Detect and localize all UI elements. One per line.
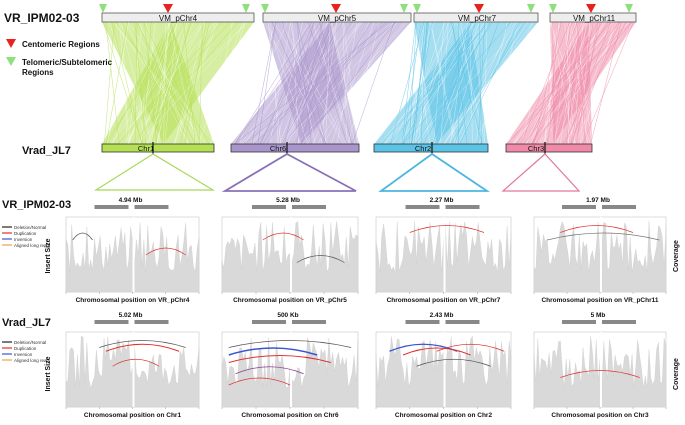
bottom-scale-label-2: 500 Kb xyxy=(277,312,298,319)
top-scale-label-3: 2.27 Mb xyxy=(430,197,454,204)
centromere-icon xyxy=(6,39,16,48)
bottom-xlabel-3: Chromosomal position on Chr2 xyxy=(395,412,493,419)
legend-telomeric-2: Regions xyxy=(22,68,54,77)
bottom-scale-label-1: 5.02 Mb xyxy=(119,312,143,319)
top-scale-label-4: 1.97 Mb xyxy=(586,197,610,204)
read-legend-top-0: Deletion/Normal xyxy=(14,225,46,230)
top-chr-bar-3 xyxy=(413,12,539,23)
bottom-xlabel-1: Chromosomal position on Chr1 xyxy=(84,412,182,419)
top-xlabel-1: Chromosomal position on VR_pChr4 xyxy=(76,297,190,304)
top-panel-4: 1.97 Mb Chromosomal position on VR_pChr11 xyxy=(533,197,667,304)
bottom-panel-4: 5 Mb Chromosomal position on Chr3 xyxy=(533,312,667,419)
section-label-bottom: Vrad_JL7 xyxy=(2,317,51,329)
bottom-chr-label-2: Chr6 xyxy=(270,144,286,153)
coverage-title-bottom: Coverage xyxy=(673,358,680,390)
centromere-marker-icon xyxy=(163,4,173,13)
read-legend-bottom-3: Aligned long read xyxy=(14,358,50,363)
read-legend-top-3: Aligned long read xyxy=(14,243,50,248)
genome-label-bottom: Vrad_JL7 xyxy=(22,145,71,157)
telomere-icon xyxy=(6,57,16,66)
top-panel-3: 2.27 Mb Chromosomal position on VR_pChr7 xyxy=(375,197,512,304)
coverage-panels: 4.94 Mb Chromosomal position on VR_pChr4 5… xyxy=(65,197,667,419)
legend-telomeric-1: Telomeric/Subtelomeric xyxy=(22,58,113,67)
synteny-ribbons xyxy=(102,21,636,145)
zoom-triangle-3 xyxy=(378,152,490,192)
top-panel-1: 4.94 Mb Chromosomal position on VR_pChr4 xyxy=(65,197,200,304)
coverage-title-top: Coverage xyxy=(673,240,680,272)
bottom-panel-1: 5.02 Mb Chromosomal position on Chr1 xyxy=(65,312,200,419)
insert-size-title-top: Insert Size xyxy=(45,238,52,273)
bottom-chr-label-1: Chr1 xyxy=(138,144,154,153)
read-legend-top: Deletion/Normal Duplication Inversion Al… xyxy=(2,225,50,248)
bottom-panel-3: 2.43 Mb Chromosomal position on Chr2 xyxy=(375,312,512,419)
read-legend-bottom-2: Inversion xyxy=(14,352,33,357)
centromere-marker-icon xyxy=(586,4,596,13)
telomere-marker-icon xyxy=(549,4,557,13)
top-chr-bar-1 xyxy=(101,12,255,23)
genome-label-top: VR_IPM02-03 xyxy=(4,11,80,25)
telomere-marker-icon xyxy=(400,4,408,13)
telomere-marker-icon xyxy=(527,4,535,13)
top-chr-label-2: VM_pChr5 xyxy=(318,14,357,23)
bottom-chr-bar-3 xyxy=(373,143,489,153)
section-label-top: VR_IPM02-03 xyxy=(2,199,71,211)
bottom-chr-bar-1 xyxy=(101,143,215,153)
telomere-marker-icon xyxy=(261,4,269,13)
telomere-marker-icon xyxy=(625,4,633,13)
centromere-marker-icon xyxy=(474,4,484,13)
read-legend-bottom-0: Deletion/Normal xyxy=(14,340,46,345)
top-xlabel-2: Chromosomal position on VR_pChr5 xyxy=(233,297,347,304)
telomere-marker-icon xyxy=(99,4,107,13)
top-scale-label-1: 4.94 Mb xyxy=(119,197,143,204)
read-legend-bottom-1: Duplication xyxy=(14,346,37,351)
zoom-triangle-1 xyxy=(93,153,216,191)
zoom-triangle-2 xyxy=(221,152,357,192)
zoom-triangle-4 xyxy=(501,153,581,192)
read-legend-top-1: Duplication xyxy=(14,231,37,236)
bottom-chr-bar-2 xyxy=(230,143,360,153)
region-markers xyxy=(99,4,633,13)
top-chr-bar-2 xyxy=(262,12,412,23)
read-legend-bottom: Deletion/Normal Duplication Inversion Al… xyxy=(2,340,50,363)
legend-centromeric: Centomeric Regions xyxy=(22,40,100,49)
centromere-marker-icon xyxy=(331,4,341,13)
legend: Centomeric Regions Telomeric/Subtelomeri… xyxy=(6,39,113,77)
top-xlabel-4: Chromosomal position on VR_pChr11 xyxy=(541,297,658,304)
bottom-chr-bar-4 xyxy=(505,143,593,153)
bottom-panel-2: 500 Kb Chromosomal position on Chr6 xyxy=(221,312,359,419)
bottom-chr-label-4: Chr3 xyxy=(528,144,544,153)
top-panel-2: 5.28 Mb Chromosomal position on VR_pChr5 xyxy=(221,197,359,304)
bottom-xlabel-2: Chromosomal position on Chr6 xyxy=(241,412,339,419)
bottom-scale-label-3: 2.43 Mb xyxy=(430,312,454,319)
bottom-xlabel-4: Chromosomal position on Chr3 xyxy=(551,412,649,419)
top-chr-label-1: VM_pChr4 xyxy=(159,14,198,23)
top-xlabel-3: Chromosomal position on VR_pChr7 xyxy=(387,297,501,304)
telomere-marker-icon xyxy=(413,4,421,13)
top-chr-label-3: VM_pChr7 xyxy=(458,14,497,23)
top-chr-label-4: VM_pChr11 xyxy=(573,14,616,23)
top-chr-bar-4 xyxy=(549,12,637,23)
bottom-chr-label-3: Chr2 xyxy=(415,144,431,153)
top-chromosomes: VM_pChr4 VM_pChr5 VM_pChr7 VM_pChr11 xyxy=(101,12,637,23)
insert-size-title-bottom: Insert Size xyxy=(45,356,52,391)
bottom-chromosomes: Chr1 Chr6 Chr2 Chr3 xyxy=(101,142,593,154)
telomere-marker-icon xyxy=(242,4,250,13)
read-legend-top-2: Inversion xyxy=(14,237,33,242)
bottom-scale-label-4: 5 Mb xyxy=(591,312,606,319)
zoom-triangles xyxy=(93,152,581,192)
top-scale-label-2: 5.28 Mb xyxy=(276,197,300,204)
